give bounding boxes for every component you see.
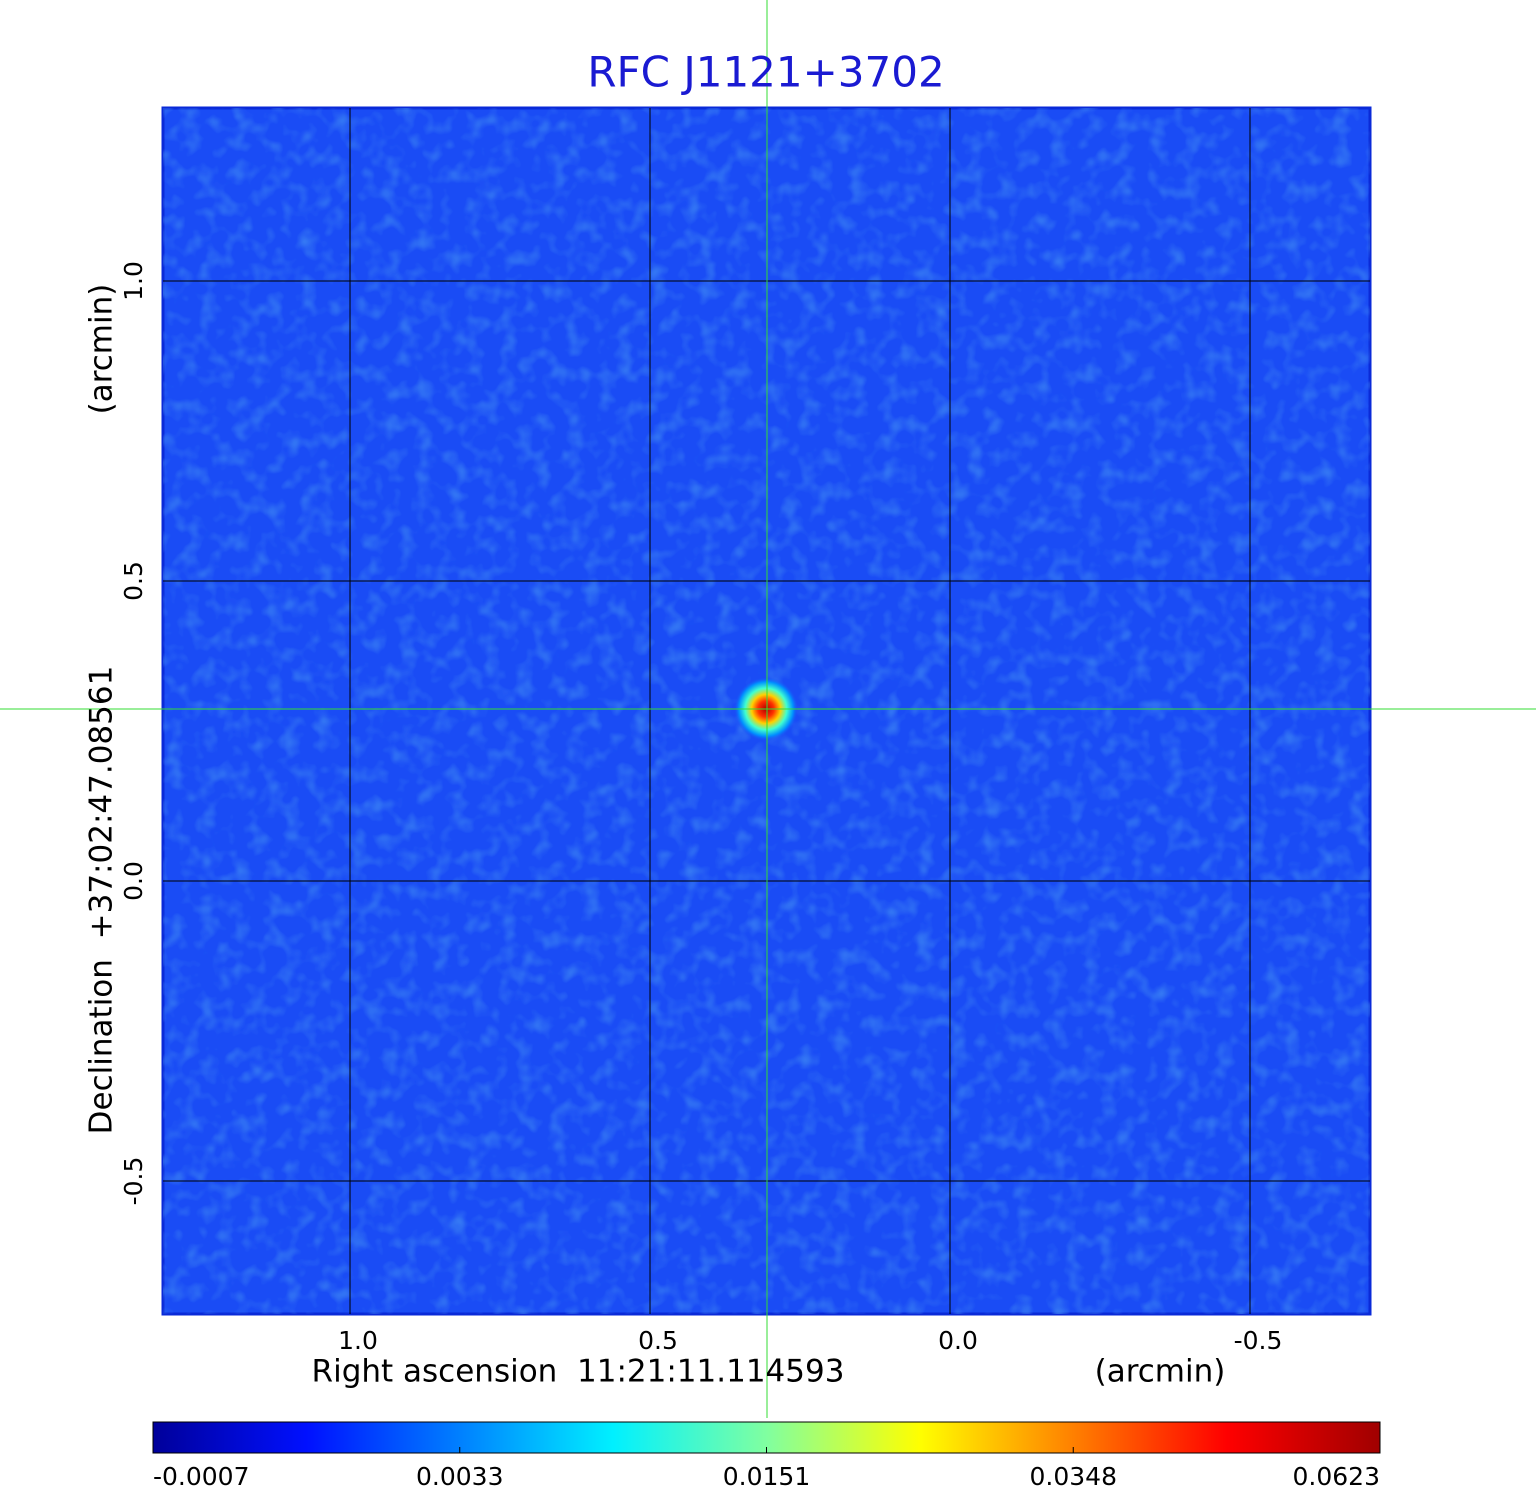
y-tick-label: 0.5 xyxy=(119,561,148,601)
colorbar-tick-label: 0.0151 xyxy=(723,1462,810,1491)
x-tick-label: 1.0 xyxy=(338,1326,378,1355)
x-tick-label: 0.0 xyxy=(938,1326,978,1355)
x-axis-label: Right ascension 11:21:11.114593 xyxy=(312,1354,845,1390)
y-tick-label: 1.0 xyxy=(119,261,148,301)
y-tick-label: 0.0 xyxy=(119,861,148,901)
colorbar-tick-label: 0.0623 xyxy=(1293,1462,1380,1491)
y-axis-label: Declination +37:02:47.08561 xyxy=(84,666,120,1135)
colorbar-tick-label: 0.0033 xyxy=(416,1462,503,1491)
chart-title: RFC J1121+3702 xyxy=(587,48,944,97)
colorbar-tick-label: -0.0007 xyxy=(153,1462,250,1491)
x-tick-label: -0.5 xyxy=(1234,1326,1283,1355)
colorbar-tick-label: 0.0348 xyxy=(1030,1462,1117,1491)
y-tick-label: -0.5 xyxy=(119,1157,148,1206)
x-tick-label: 0.5 xyxy=(638,1326,678,1355)
x-axis-unit: (arcmin) xyxy=(1095,1354,1226,1390)
y-axis-unit: (arcmin) xyxy=(84,284,120,415)
